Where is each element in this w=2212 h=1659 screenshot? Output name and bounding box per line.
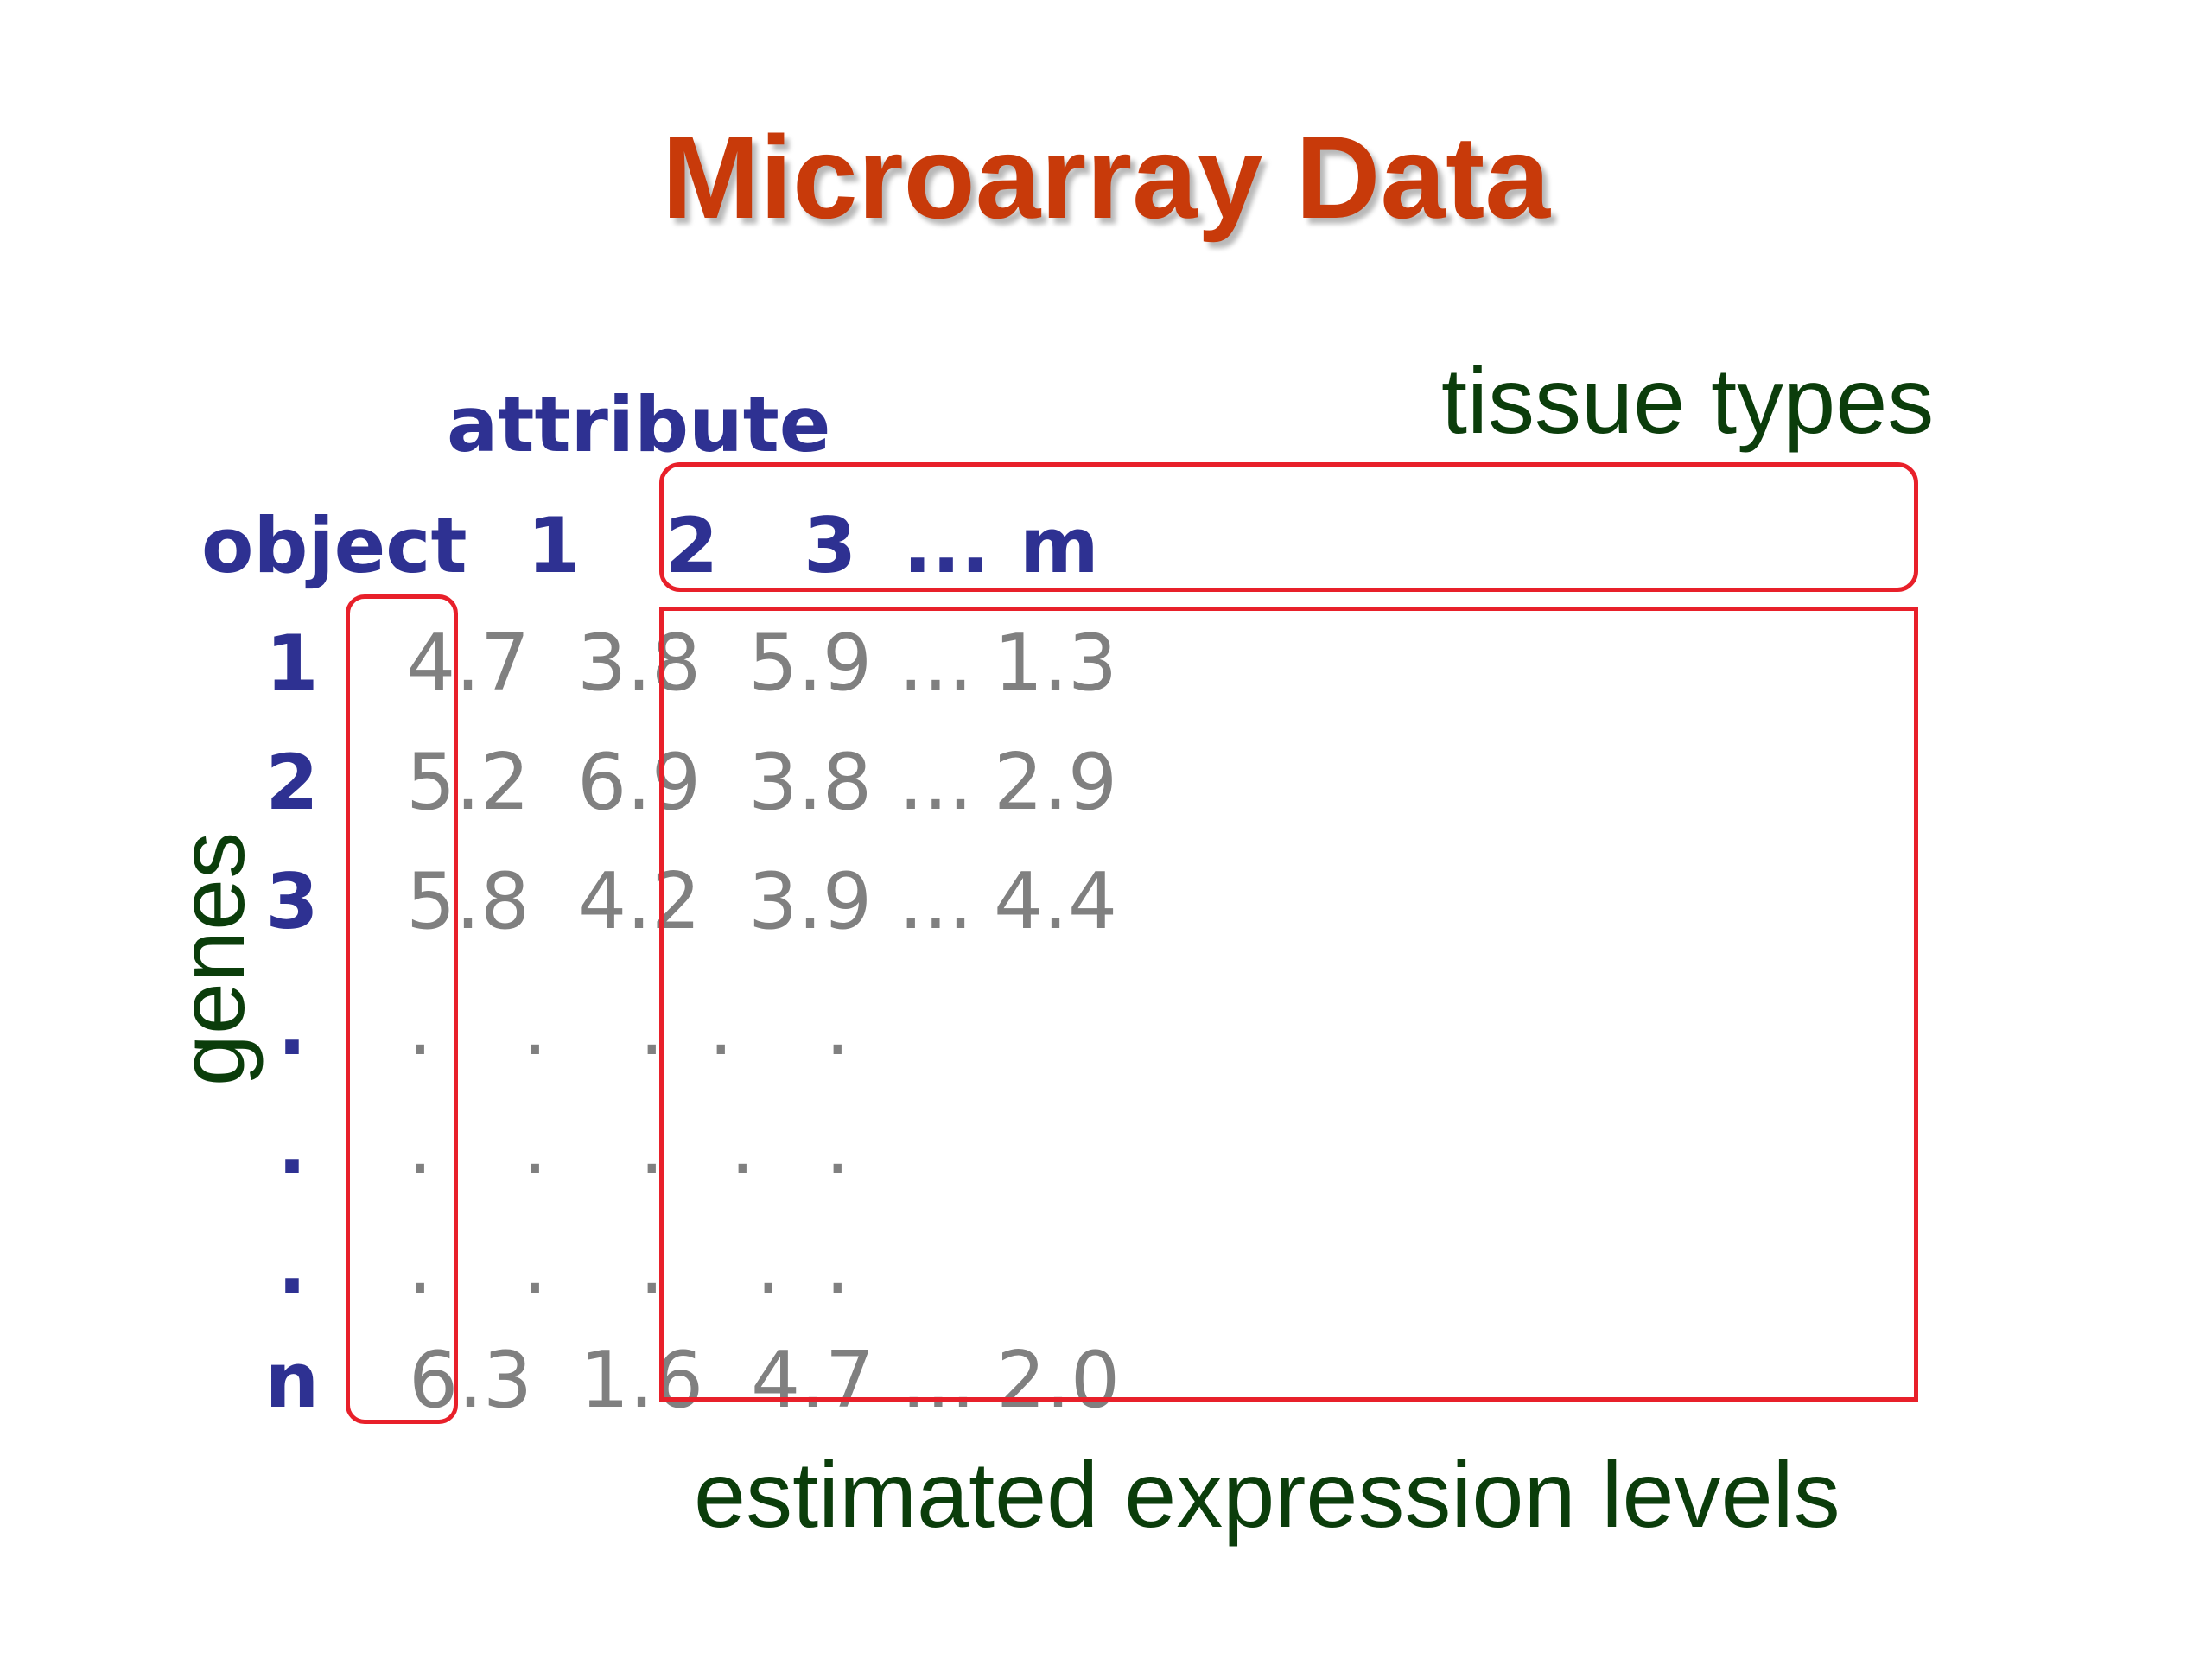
diagram-title: Microarray Data (661, 111, 1551, 243)
column-header: 3 (804, 501, 857, 590)
column-header: m (1020, 501, 1099, 590)
table-row: 4.7 3.8 5.9 ... 1.3 (0, 620, 2212, 707)
expression-levels-label: estimated expression levels (694, 1442, 1840, 1547)
column-header: ... (903, 501, 990, 590)
table-row: 5.8 4.2 3.9 ... 4.4 (0, 859, 2212, 945)
attribute-column-box (346, 594, 458, 1424)
attribute-label: attribute (447, 380, 831, 469)
table-row: . . . . . (0, 1224, 2212, 1310)
table-cell: 6.3 (409, 1335, 533, 1426)
tissue-types-header-box (659, 462, 1918, 592)
row-label: 1 (265, 619, 319, 708)
table-cell: ... (899, 856, 973, 947)
table-cell: 1.3 (994, 618, 1118, 709)
table-cell: 3.8 (577, 618, 702, 709)
table-cell: 5.9 (748, 618, 873, 709)
row-label: 3 (265, 857, 319, 946)
row-label: . (277, 1103, 307, 1192)
table-cell: . (730, 1102, 755, 1192)
tissue-types-label: tissue types (1441, 348, 1935, 453)
table-cell: 4.7 (751, 1335, 875, 1426)
table-cell: 2.9 (994, 737, 1118, 828)
table-cell: 5.8 (406, 856, 531, 947)
table-cell: . (523, 1221, 548, 1312)
table-cell: 6.9 (577, 737, 702, 828)
table-row: 6.3 1.6 4.7 ... 2.0 (0, 1338, 2212, 1424)
table-cell: . (408, 982, 433, 1073)
table-cell: 5.2 (406, 737, 531, 828)
row-label: . (277, 1222, 307, 1311)
table-cell: 4.7 (406, 618, 531, 709)
table-row: 5.2 6.9 3.8 ... 2.9 (0, 740, 2212, 826)
column-header: 1 (527, 501, 581, 590)
table-cell: 4.4 (994, 856, 1118, 947)
table-cell: . (408, 1102, 433, 1192)
table-cell: 3.9 (748, 856, 873, 947)
object-label: object (201, 501, 467, 590)
row-label: 2 (265, 738, 319, 827)
table-cell: 3.8 (748, 737, 873, 828)
table-row: . . . . . (0, 985, 2212, 1071)
table-cell: . (709, 982, 734, 1073)
table-cell: . (756, 1221, 781, 1312)
row-label: n (264, 1336, 320, 1425)
table-cell: . (825, 982, 850, 1073)
table-cell: 4.2 (577, 856, 702, 947)
table-cell: ... (899, 618, 973, 709)
expression-levels-box (659, 607, 1918, 1402)
table-cell: . (523, 982, 548, 1073)
table-cell: . (523, 1102, 548, 1192)
table-cell: . (825, 1221, 850, 1312)
table-cell: 2.0 (996, 1335, 1121, 1426)
row-label: . (277, 983, 307, 1072)
table-cell: . (408, 1221, 433, 1312)
table-cell: ... (901, 1335, 976, 1426)
table-cell: 1.6 (580, 1335, 704, 1426)
table-cell: . (825, 1102, 850, 1192)
table-cell: ... (899, 737, 973, 828)
